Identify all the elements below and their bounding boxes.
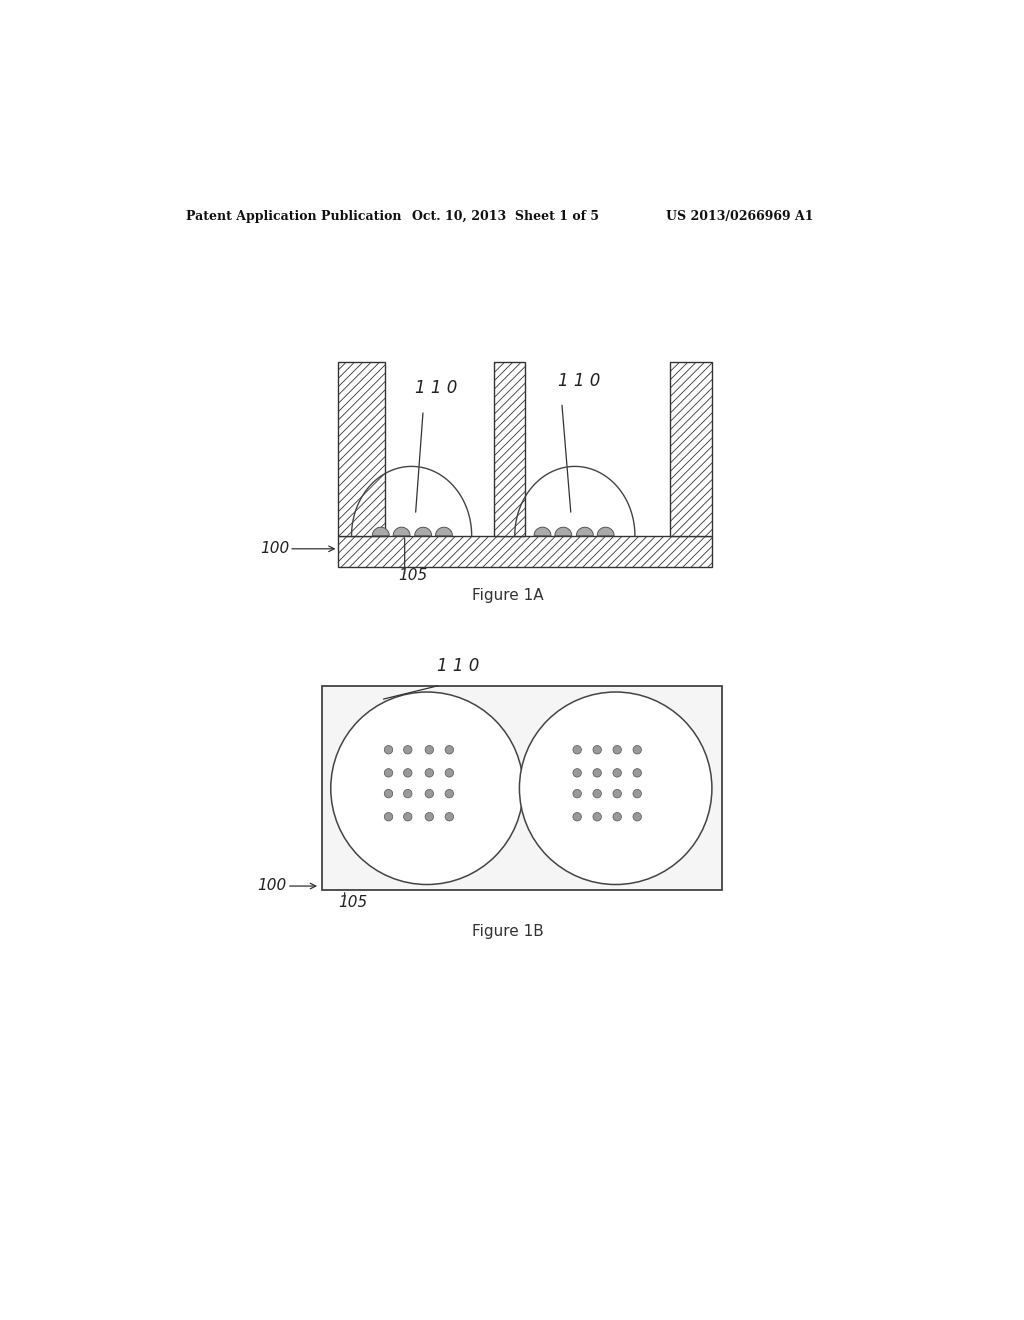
Bar: [670, 363, 712, 536]
Bar: [339, 363, 385, 536]
Text: Oct. 10, 2013  Sheet 1 of 5: Oct. 10, 2013 Sheet 1 of 5: [412, 210, 599, 223]
Circle shape: [425, 768, 433, 777]
Circle shape: [633, 789, 641, 797]
Circle shape: [572, 768, 582, 777]
Polygon shape: [535, 527, 551, 536]
Polygon shape: [435, 527, 453, 536]
Circle shape: [403, 768, 412, 777]
Circle shape: [613, 789, 622, 797]
Circle shape: [633, 768, 641, 777]
Text: 105: 105: [339, 895, 368, 909]
Circle shape: [572, 813, 582, 821]
Polygon shape: [597, 527, 614, 536]
Circle shape: [425, 746, 433, 754]
Circle shape: [593, 768, 601, 777]
Ellipse shape: [519, 692, 712, 884]
Bar: [339, 536, 712, 566]
Text: Figure 1B: Figure 1B: [472, 924, 544, 939]
Circle shape: [613, 768, 622, 777]
Circle shape: [403, 813, 412, 821]
Circle shape: [425, 813, 433, 821]
Text: 1 1 0: 1 1 0: [558, 371, 600, 389]
Circle shape: [384, 789, 393, 797]
Circle shape: [593, 813, 601, 821]
Bar: [322, 686, 722, 890]
Text: US 2013/0266969 A1: US 2013/0266969 A1: [666, 210, 813, 223]
Ellipse shape: [331, 692, 523, 884]
Circle shape: [445, 813, 454, 821]
Circle shape: [384, 746, 393, 754]
Polygon shape: [577, 527, 593, 536]
Circle shape: [445, 789, 454, 797]
Circle shape: [633, 813, 641, 821]
Circle shape: [572, 746, 582, 754]
Circle shape: [384, 813, 393, 821]
Circle shape: [425, 789, 433, 797]
Circle shape: [445, 768, 454, 777]
Bar: [494, 363, 524, 536]
Circle shape: [613, 746, 622, 754]
Circle shape: [593, 746, 601, 754]
Circle shape: [633, 746, 641, 754]
Text: 100: 100: [258, 878, 287, 892]
Circle shape: [384, 768, 393, 777]
Text: 100: 100: [260, 541, 289, 556]
Circle shape: [613, 813, 622, 821]
Text: 105: 105: [398, 569, 428, 583]
Circle shape: [403, 746, 412, 754]
Text: Patent Application Publication: Patent Application Publication: [186, 210, 401, 223]
Circle shape: [593, 789, 601, 797]
Text: 1 1 0: 1 1 0: [437, 657, 479, 676]
Polygon shape: [555, 527, 571, 536]
Text: 1 1 0: 1 1 0: [416, 379, 458, 397]
Polygon shape: [373, 527, 389, 536]
Text: Figure 1A: Figure 1A: [472, 587, 544, 603]
Circle shape: [445, 746, 454, 754]
Circle shape: [572, 789, 582, 797]
Circle shape: [403, 789, 412, 797]
Polygon shape: [415, 527, 432, 536]
Polygon shape: [393, 527, 410, 536]
